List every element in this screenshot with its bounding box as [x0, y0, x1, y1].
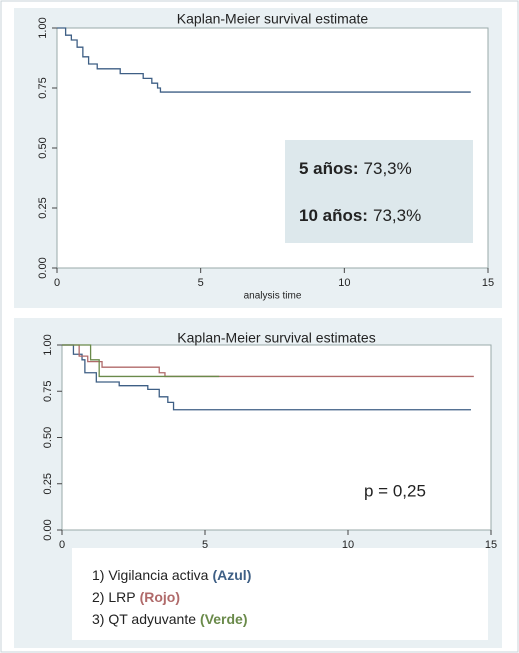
survival-curve	[62, 344, 474, 378]
y-tick-label: 1.00	[42, 334, 54, 355]
y-tick-label: 1.00	[37, 17, 49, 38]
y-tick-label: 0.25	[42, 473, 54, 494]
legend-entry: 1) Vigilancia activa (Azul)	[92, 567, 251, 583]
survival-curve	[57, 27, 471, 93]
annotation-text: 73,3%	[364, 159, 412, 178]
x-tick-label: 15	[482, 277, 494, 289]
legend-entry: 2) LRP (Rojo)	[92, 589, 180, 605]
legend-color-label: (Rojo)	[140, 589, 180, 605]
y-tick-label: 0.50	[42, 427, 54, 448]
legend-box	[72, 548, 488, 640]
annotation-box	[285, 140, 473, 243]
annotation-text: 73,3%	[373, 206, 421, 225]
annotation-label: 5 años:	[299, 159, 359, 178]
chart-title: Kaplan-Meier survival estimate	[177, 11, 369, 27]
legend-color-label: (Verde)	[200, 611, 247, 627]
legend-color-label: (Azul)	[212, 567, 251, 583]
y-tick-label: 0.00	[37, 257, 49, 278]
chart-title: Kaplan-Meier survival estimates	[177, 330, 375, 346]
legend-entry: 3) QT adyuvante (Verde)	[92, 611, 248, 627]
legend-name: 3) QT adyuvante	[92, 611, 196, 627]
annotation-label: 10 años:	[299, 206, 368, 225]
x-axis-label: analysis time	[244, 291, 302, 302]
legend-name: 2) LRP	[92, 589, 136, 605]
y-tick-label: 0.75	[37, 77, 49, 98]
annotation: p = 0,25	[364, 481, 426, 500]
legend-name: 1) Vigilancia activa	[92, 567, 209, 583]
survival-curve	[62, 344, 220, 378]
x-tick-label: 0	[54, 277, 60, 289]
annotation: 10 años: 73,3%	[299, 206, 421, 225]
x-tick-label: 5	[198, 277, 204, 289]
y-tick-label: 0.75	[42, 381, 54, 402]
x-tick-label: 10	[338, 277, 350, 289]
x-tick-label: 5	[202, 539, 208, 551]
y-tick-label: 0.25	[37, 197, 49, 218]
survival-curve	[62, 344, 471, 411]
x-tick-label: 0	[59, 539, 65, 551]
x-tick-label: 10	[342, 539, 354, 551]
plot-area	[61, 344, 492, 531]
annotation: 5 años: 73,3%	[299, 159, 412, 178]
x-tick-label: 15	[485, 539, 497, 551]
y-tick-label: 0.50	[37, 137, 49, 158]
y-tick-label: 0.00	[42, 519, 54, 540]
